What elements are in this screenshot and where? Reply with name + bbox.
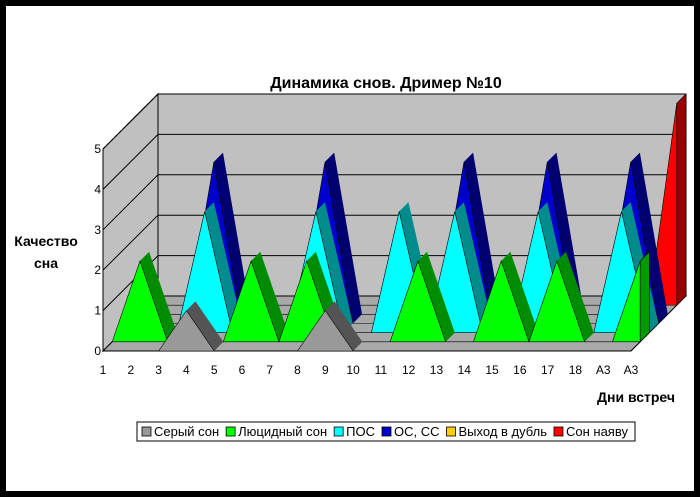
series-top-face — [501, 251, 539, 342]
x-tick-label: 8 — [294, 363, 301, 377]
y-tick-label: 0 — [94, 344, 101, 358]
legend-label-6: Сон наяву — [566, 424, 628, 439]
gridline — [102, 93, 686, 150]
x-tick-label: 12 — [402, 363, 416, 377]
legend-swatch — [225, 426, 236, 437]
series-top-face — [186, 301, 224, 351]
y-axis-label-line1: Качество — [14, 233, 78, 249]
chart-canvas: Динамика снов. Дример №10 Качество сна Д… — [14, 75, 688, 442]
series-top-face — [213, 152, 251, 324]
series-top-face — [140, 251, 177, 342]
gridline — [102, 214, 686, 271]
chart-title: Динамика снов. Дример №10 — [270, 75, 502, 92]
series-end-cap — [649, 323, 659, 333]
y-tick-label: 3 — [94, 223, 101, 237]
x-tick-label: 1 — [100, 363, 107, 377]
y-tick-label: 1 — [94, 304, 101, 318]
x-tick-label: 11 — [375, 363, 388, 377]
y-tick-label: 5 — [94, 142, 101, 156]
series-2 — [111, 251, 650, 343]
x-tick-label: 14 — [458, 363, 472, 377]
x-tick-label: 5 — [211, 363, 218, 377]
series-end-cap — [639, 251, 650, 343]
legend-swatch — [381, 426, 392, 437]
series-top-face — [204, 202, 242, 333]
y-axis-label-line2: сна — [34, 255, 58, 271]
gridline — [102, 174, 686, 231]
y-tick-label: 4 — [94, 182, 101, 196]
legend-label-1: Серый сон — [154, 424, 219, 439]
y-tick-label: 2 — [94, 263, 101, 277]
x-tick-label: 9 — [322, 363, 329, 377]
series-end-cap — [676, 93, 687, 306]
legend-swatch — [446, 426, 456, 437]
x-tick-label: 18 — [569, 363, 583, 377]
x-axis-label: Дни встреч — [597, 389, 675, 405]
series-front-face — [103, 310, 631, 352]
x-tick-label: 13 — [430, 363, 444, 377]
x-tick-label: 17 — [541, 363, 555, 377]
series-top-face — [417, 251, 455, 342]
x-tick-label: 16 — [513, 363, 527, 377]
legend-swatch — [333, 426, 344, 437]
legend-swatch — [141, 426, 152, 437]
legend-label-4: ОС, СС — [394, 424, 440, 439]
legend-swatch — [553, 426, 564, 437]
series-1 — [103, 301, 641, 352]
series-end-cap — [630, 341, 641, 352]
series-top-face — [630, 152, 668, 324]
series-top-face — [325, 152, 362, 324]
x-tick-label: А3 — [596, 363, 611, 377]
x-tick-label: 3 — [155, 363, 162, 377]
x-tick-label: 4 — [183, 363, 190, 377]
x-tick-label: 2 — [127, 363, 134, 377]
gridline — [102, 133, 686, 190]
chart-frame: Динамика снов. Дример №10 Качество сна Д… — [6, 6, 694, 491]
series-top-face — [251, 251, 289, 342]
x-tick-label: 6 — [239, 363, 246, 377]
legend-label-2: Люцидный сон — [238, 424, 327, 439]
series-top-face — [556, 251, 594, 342]
legend-label-5: Выход в дубль — [459, 424, 548, 439]
x-tick-label: 15 — [485, 363, 499, 377]
x-tick-label: А3 — [624, 363, 639, 377]
series-end-cap — [658, 314, 668, 324]
series-top-face — [325, 301, 363, 351]
series-end-cap — [667, 304, 678, 315]
series-top-face — [464, 152, 501, 324]
legend-label-3: ПОС — [346, 424, 375, 439]
x-tick-label: 7 — [266, 363, 273, 377]
legend: Серый сон Люцидный сон ПОС ОС, СС Выход в ду… — [136, 421, 636, 442]
series-top-face — [454, 202, 492, 333]
series-top-face — [315, 202, 353, 333]
x-tick-label: 10 — [346, 363, 360, 377]
